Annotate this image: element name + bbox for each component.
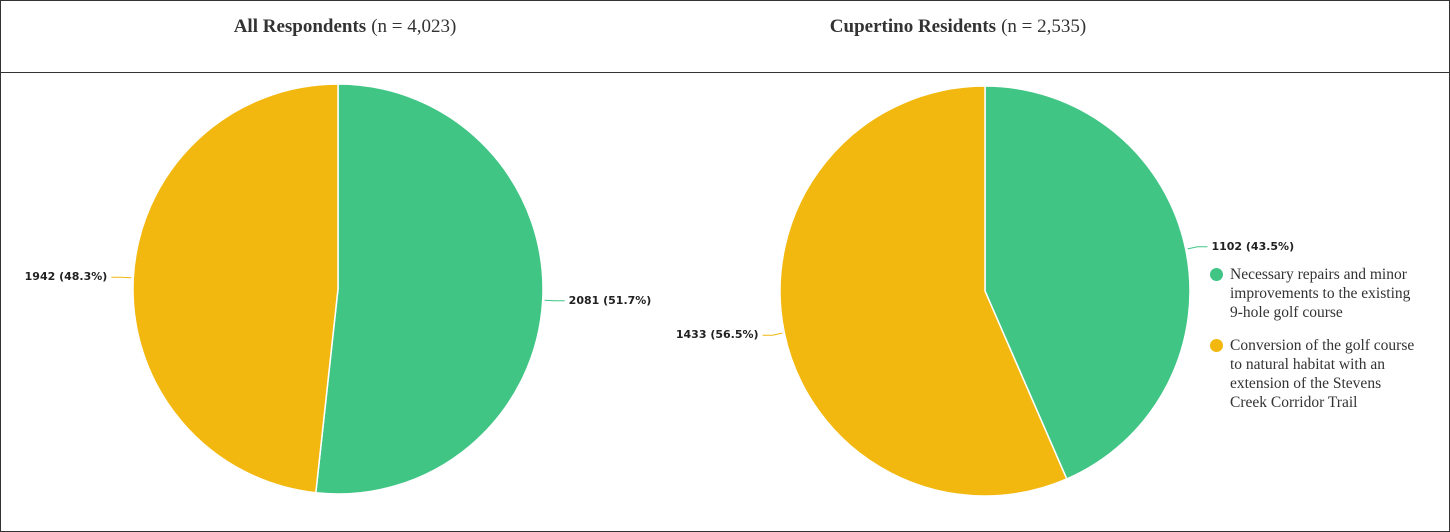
chart-subtitle: (n = 4,023) bbox=[371, 16, 457, 37]
legend: Necessary repairs and minor improvements… bbox=[1210, 265, 1415, 426]
chart-title: All Respondents bbox=[233, 16, 367, 37]
pie-slice bbox=[779, 85, 1068, 497]
chart-title: Cupertino Residents bbox=[829, 16, 997, 37]
leader-line bbox=[111, 276, 132, 279]
legend-label: Necessary repairs and minor improvements… bbox=[1230, 266, 1411, 321]
chart-subtitle: (n = 2,535) bbox=[1001, 16, 1087, 37]
legend-item: Necessary repairs and minor improvements… bbox=[1210, 265, 1415, 322]
header: All Respondents (n = 4,023) bbox=[234, 16, 457, 38]
leader-line bbox=[762, 332, 783, 336]
header: Cupertino Residents (n = 2,535) bbox=[830, 16, 1086, 38]
legend-item: Conversion of the golf course to natural… bbox=[1210, 336, 1415, 412]
value-label: 2081 (51.7%) bbox=[569, 294, 652, 307]
legend-swatch bbox=[1210, 339, 1223, 352]
legend-label: Conversion of the golf course to natural… bbox=[1230, 337, 1415, 411]
leader-line bbox=[544, 299, 565, 302]
leader-line bbox=[1187, 246, 1208, 250]
pie-slice bbox=[314, 83, 544, 495]
pie-slice bbox=[132, 83, 339, 494]
value-label: 1942 (48.3%) bbox=[25, 270, 108, 283]
value-label: 1433 (56.5%) bbox=[676, 328, 759, 341]
value-label: 1102 (43.5%) bbox=[1211, 240, 1294, 253]
legend-swatch bbox=[1210, 268, 1223, 281]
pie-slice bbox=[984, 85, 1191, 480]
